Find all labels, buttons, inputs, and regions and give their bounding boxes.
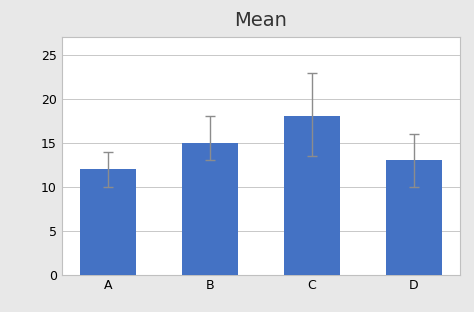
Bar — [80, 169, 136, 275]
Bar — [182, 143, 238, 275]
Title: Mean: Mean — [234, 11, 287, 30]
Bar — [283, 116, 340, 275]
Bar — [386, 160, 442, 275]
